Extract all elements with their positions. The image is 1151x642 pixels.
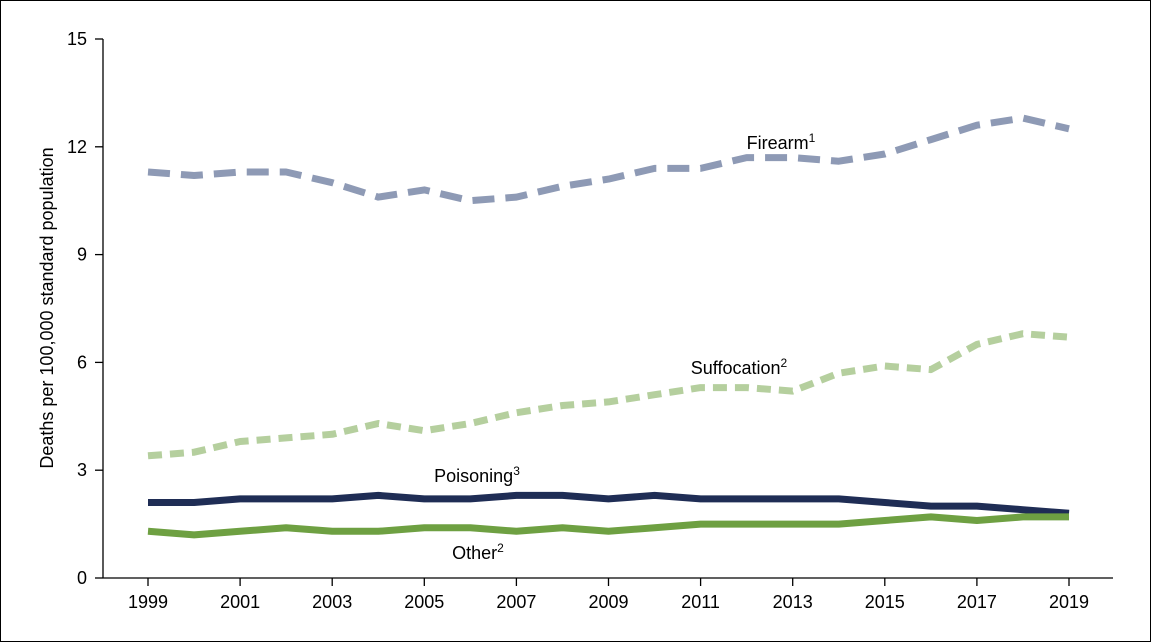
x-tick-label: 2009	[588, 592, 628, 612]
x-tick-label: 2013	[773, 592, 813, 612]
x-tick-label: 2011	[681, 592, 720, 612]
series-line-firearm	[147, 114, 1070, 205]
series-label-suffocation-sup: 2	[781, 356, 788, 370]
x-tick-label: 2003	[312, 592, 352, 612]
series-line-other	[147, 513, 1069, 539]
x-ticks: 1999 2001 2003 2005 2007 2009 2011 2013 2015 2017…	[128, 578, 1089, 612]
y-tick-label: 15	[67, 29, 87, 49]
series	[147, 114, 1070, 539]
x-tick-label: 2001	[220, 592, 260, 612]
y-tick-label: 9	[77, 245, 87, 265]
x-tick-label: 2007	[496, 592, 536, 612]
y-tick-label: 12	[67, 137, 87, 157]
series-line-suffocation	[147, 330, 1070, 460]
series-label-poisoning: Poisoning3	[434, 464, 520, 486]
y-tick-label: 0	[77, 568, 87, 588]
x-tick-label: 2015	[865, 592, 905, 612]
y-tick-label: 3	[77, 460, 87, 480]
series-label-other-name: Other	[452, 543, 497, 563]
x-tick-label: 1999	[128, 592, 168, 612]
series-label-other: Other2	[452, 541, 504, 563]
y-tick-label: 6	[77, 352, 87, 372]
series-label-firearm-name: Firearm	[747, 133, 809, 153]
series-labels: Firearm1 Suffocation2 Poisoning3 Other2	[434, 131, 816, 563]
series-label-suffocation: Suffocation2	[691, 356, 788, 378]
x-tick-label: 2019	[1049, 592, 1089, 612]
series-label-poisoning-sup: 3	[513, 464, 520, 478]
x-tick-label: 2017	[957, 592, 997, 612]
series-label-suffocation-name: Suffocation	[691, 358, 781, 378]
series-line-poisoning	[148, 491, 1070, 517]
series-label-firearm-sup: 1	[809, 131, 816, 145]
series-label-other-sup: 2	[497, 541, 504, 555]
y-axis-title: Deaths per 100,000 standard population	[37, 147, 57, 468]
series-label-firearm: Firearm1	[747, 131, 816, 153]
y-ticks: 0 3 6 9 12 15	[67, 29, 103, 588]
axes: Deaths per 100,000 standard population	[37, 39, 1113, 579]
x-tick-label: 2005	[404, 592, 444, 612]
series-label-poisoning-name: Poisoning	[434, 466, 513, 486]
